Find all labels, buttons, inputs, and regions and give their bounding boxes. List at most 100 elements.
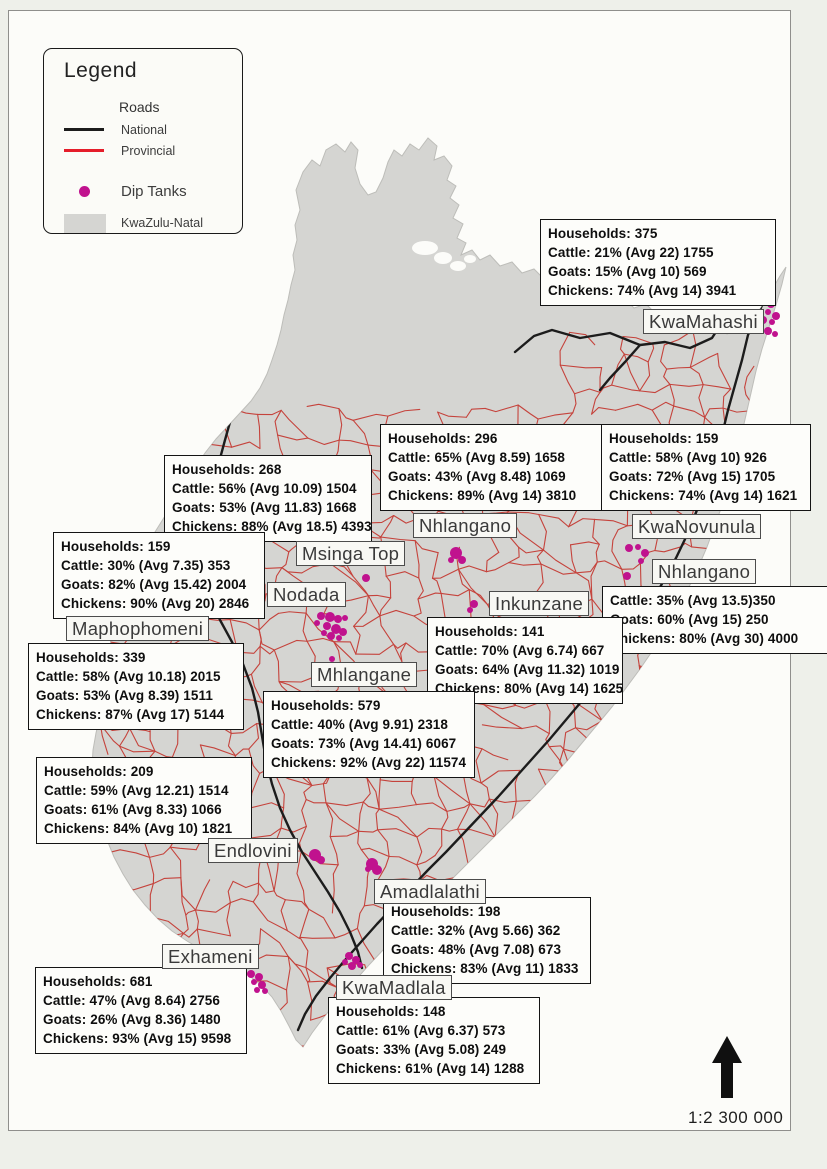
stat-line: Chickens: 89% (Avg 14) 3810 — [388, 488, 577, 503]
provincial-road — [613, 958, 620, 996]
provincial-road — [690, 856, 707, 891]
stat-line: Households: 296 — [388, 431, 498, 446]
provincial-road — [325, 801, 364, 807]
provincial-road — [379, 779, 413, 782]
dip-tank-dot — [327, 632, 335, 640]
provincial-road — [647, 994, 655, 1013]
provincial-road — [536, 549, 545, 565]
provincial-road — [278, 1043, 301, 1047]
provincial-road — [332, 864, 339, 875]
provincial-road — [143, 461, 150, 484]
provincial-road — [558, 810, 566, 838]
provincial-road — [639, 383, 671, 394]
provincial-road — [675, 999, 696, 1006]
provincial-road — [98, 955, 131, 962]
dip-tank-dot — [345, 952, 353, 960]
stats-callout: Households: 141 Cattle: 70% (Avg 6.74) 66… — [427, 617, 623, 704]
provincial-road — [652, 981, 671, 996]
stat-line: Goats: 26% (Avg 8.36) 1480 — [43, 1012, 221, 1027]
provincial-road — [643, 746, 674, 758]
provincial-road — [273, 771, 285, 809]
provincial-road — [252, 882, 260, 903]
provincial-road — [535, 563, 544, 594]
provincial-road — [278, 681, 289, 693]
provincial-road — [598, 758, 616, 787]
provincial-road — [456, 828, 469, 863]
lake — [464, 255, 476, 263]
provincial-road — [752, 828, 760, 860]
provincial-road — [621, 562, 641, 570]
provincial-road — [611, 384, 641, 392]
provincial-road — [378, 808, 418, 838]
dip-tank-dot — [336, 635, 342, 641]
provincial-road — [668, 1036, 701, 1045]
provincial-road — [385, 571, 420, 579]
provincial-road — [229, 898, 254, 904]
provincial-road — [564, 1007, 591, 1018]
stat-line: Chickens: 84% (Avg 10) 1821 — [44, 821, 233, 836]
provincial-road — [469, 803, 496, 838]
provincial-road — [562, 771, 570, 812]
provincial-road — [598, 743, 623, 760]
dip-tank-dot — [247, 970, 255, 978]
provincial-road — [226, 902, 231, 937]
provincial-road — [670, 696, 676, 733]
provincial-road — [259, 645, 275, 655]
provincial-road — [325, 802, 334, 838]
dip-tank-dot — [638, 558, 644, 564]
stat-line: Chickens: 61% (Avg 14) 1288 — [336, 1061, 525, 1076]
provincial-road — [230, 723, 258, 734]
provincial-road — [567, 873, 595, 883]
provincial-road — [307, 981, 313, 1021]
provincial-road — [743, 993, 751, 1016]
provincial-road — [142, 438, 150, 463]
stat-line: Cattle: 40% (Avg 9.91) 2318 — [271, 717, 449, 732]
provincial-road — [601, 858, 624, 868]
provincial-road — [194, 902, 231, 913]
provincial-road — [618, 950, 656, 960]
provincial-road — [679, 825, 695, 830]
stat-line: Goats: 64% (Avg 11.32) 1019 — [435, 662, 620, 677]
dip-tank-dot — [342, 959, 348, 965]
dip-tank-dot — [362, 574, 370, 582]
provincial-road — [199, 414, 203, 442]
provincial-road — [728, 958, 737, 985]
provincial-road — [702, 384, 732, 390]
provincial-road — [676, 928, 695, 940]
provincial-road — [119, 849, 151, 858]
provincial-road — [517, 404, 539, 420]
provincial-road — [638, 665, 676, 699]
provincial-road — [692, 802, 729, 811]
provincial-road — [618, 802, 625, 825]
provincial-road — [358, 801, 364, 832]
provincial-road — [641, 874, 648, 908]
provincial-road — [363, 876, 368, 907]
provincial-road — [128, 481, 145, 485]
provincial-road — [748, 801, 756, 830]
provincial-road — [619, 335, 625, 355]
provincial-road — [638, 665, 670, 674]
provincial-road — [277, 1011, 281, 1045]
provincial-road — [614, 785, 621, 804]
stat-line: Chickens: 92% (Avg 22) 11574 — [271, 755, 467, 770]
stat-line: Cattle: 47% (Avg 8.64) 2756 — [43, 993, 221, 1008]
provincial-road — [664, 854, 692, 862]
provincial-road — [183, 914, 189, 934]
provincial-road — [545, 733, 550, 748]
provincial-road — [380, 536, 416, 542]
provincial-road — [609, 930, 620, 960]
provincial-road — [116, 886, 124, 901]
provincial-road — [118, 437, 132, 473]
provincial-road — [569, 544, 577, 574]
provincial-road — [572, 853, 603, 860]
provincial-road — [277, 434, 309, 441]
provincial-road — [149, 731, 156, 752]
provincial-road — [694, 1004, 726, 1017]
stat-line: Households: 339 — [36, 650, 146, 665]
legend-item-label: Dip Tanks — [121, 182, 187, 200]
provincial-road — [596, 560, 623, 570]
provincial-road — [495, 871, 510, 878]
provincial-road — [440, 589, 470, 597]
provincial-road — [480, 782, 490, 800]
kwazulu-natal-swatch — [64, 213, 106, 233]
